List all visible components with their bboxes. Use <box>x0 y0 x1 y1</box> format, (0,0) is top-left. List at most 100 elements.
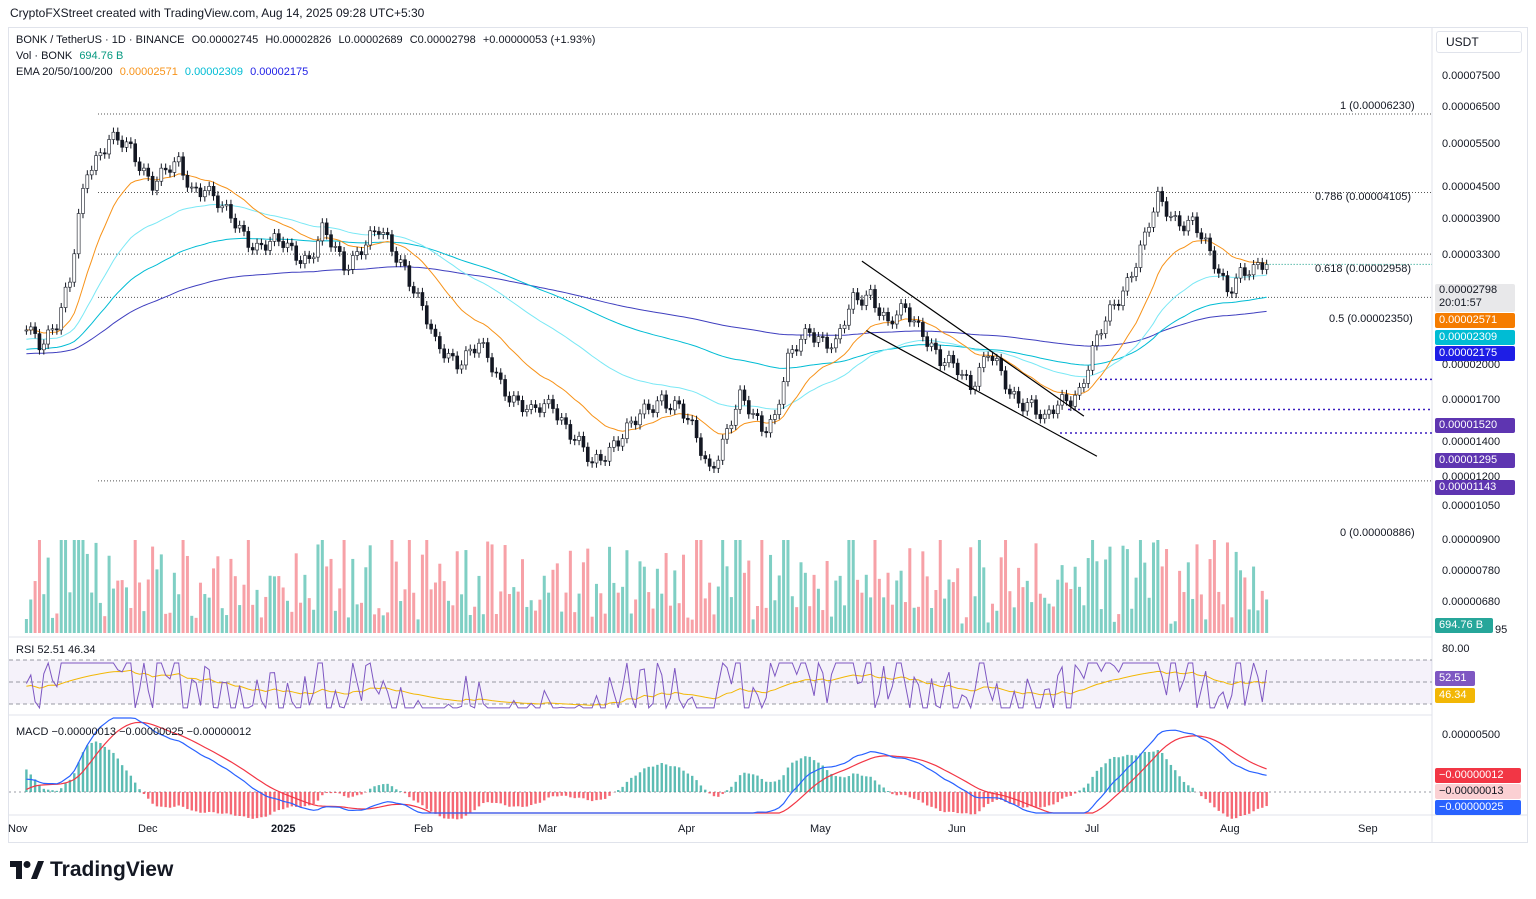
x-axis-label: Aug <box>1220 823 1240 835</box>
macd-histogram-bar <box>873 780 877 792</box>
volume-bar <box>129 607 133 633</box>
macd-histogram-bar <box>221 792 224 814</box>
volume-bar <box>686 617 690 633</box>
volume-bar <box>111 588 115 633</box>
candle-body <box>298 260 303 264</box>
candle-body <box>329 234 333 248</box>
volume-bar <box>442 581 446 633</box>
currency-button[interactable]: USDT <box>1436 31 1522 53</box>
macd-histogram-bar <box>686 773 690 792</box>
candle-body <box>390 234 394 252</box>
macd-histogram-bar <box>1030 792 1033 807</box>
y-axis-label: 0.00003900 <box>1442 213 1501 225</box>
volume-bar <box>751 619 755 633</box>
ema100-line <box>26 237 1267 369</box>
volume-bar <box>1243 577 1247 633</box>
y-axis-label: 0.00000780 <box>1442 565 1501 577</box>
volume-bar <box>660 593 664 633</box>
candle-body <box>803 328 808 340</box>
last-price-tag: 0.00002798 20:01:57 <box>1435 284 1515 312</box>
candle-body <box>1256 262 1260 265</box>
candle-body <box>511 395 516 403</box>
macd-histogram-bar <box>329 792 333 794</box>
volume-bar <box>769 554 773 633</box>
volume-bar <box>151 546 155 633</box>
macd-histogram-bar <box>1217 792 1220 811</box>
macd-histogram-bar <box>147 792 150 799</box>
candle-body <box>490 357 494 373</box>
candle-body <box>181 156 185 176</box>
volume-bar <box>917 606 921 633</box>
volume-bar <box>481 614 485 633</box>
macd-histogram-bar <box>712 792 716 797</box>
volume-bar <box>869 597 873 633</box>
volume-bar <box>220 608 224 633</box>
macd-histogram-bar <box>603 792 607 799</box>
volume-bar <box>333 610 337 633</box>
macd-histogram-bar <box>94 741 98 792</box>
macd-histogram-bar <box>199 792 202 813</box>
volume-bar <box>181 540 185 633</box>
y-axis-label: 0.00000900 <box>1442 534 1501 546</box>
candle-body <box>642 403 647 415</box>
tradingview-logo[interactable]: TradingView <box>10 858 173 882</box>
volume-bar <box>938 540 942 633</box>
macd-histogram-bar <box>303 792 307 807</box>
volume-bar <box>399 601 403 633</box>
macd-histogram-bar <box>595 792 598 801</box>
candle-body <box>398 259 403 263</box>
volume-bar <box>990 603 994 633</box>
macd-histogram-bar <box>242 792 246 817</box>
candle-body <box>894 314 899 325</box>
candle-body <box>725 428 729 440</box>
volume-bar <box>1073 566 1077 633</box>
candle-body <box>921 322 925 337</box>
volume-bar <box>599 593 603 633</box>
brand-name: TradingView <box>50 858 174 881</box>
candle-body <box>498 372 503 380</box>
macd-histogram-bar <box>51 790 54 792</box>
macd-histogram-bar <box>438 792 442 817</box>
volume-bar <box>803 572 807 633</box>
macd-histogram-bar <box>508 792 511 807</box>
candle-body <box>546 399 551 405</box>
candle-body <box>673 400 677 411</box>
macd-histogram-bar <box>1165 759 1168 792</box>
macd-histogram-bar <box>617 790 620 792</box>
candle-body <box>1082 383 1086 388</box>
volume-bar <box>203 594 207 633</box>
volume-bar <box>621 586 625 633</box>
candle-body <box>1021 402 1025 412</box>
ema200-tag: 0.00002175 <box>1435 346 1515 361</box>
macd-histogram-bar <box>978 792 981 812</box>
candle-body <box>394 251 399 263</box>
candle-body <box>625 422 629 439</box>
candle-body <box>951 355 956 364</box>
candle-body <box>455 355 460 370</box>
candle-body <box>494 371 499 374</box>
candle-body <box>1029 399 1034 403</box>
candle-body <box>68 281 72 288</box>
channel-lower-line <box>865 330 1098 457</box>
candle-body <box>942 362 947 366</box>
candle-body <box>1264 264 1269 270</box>
volume-bar <box>407 540 411 633</box>
candle-body <box>864 294 869 306</box>
volume-bar <box>1160 566 1164 633</box>
volume-bar <box>1012 607 1016 633</box>
volume-bar <box>1056 579 1060 633</box>
candle-body <box>416 292 420 294</box>
macd-histogram-bar <box>86 745 89 792</box>
macd-histogram-bar <box>1013 792 1016 805</box>
macd-histogram-bar <box>495 792 498 803</box>
fib-label-0: 0 (0.00000886) <box>1340 527 1415 539</box>
macd-histogram-bar <box>865 776 868 792</box>
candle-body <box>507 395 512 403</box>
candle-body <box>290 242 294 247</box>
volume-bar <box>103 616 107 633</box>
macd-histogram-bar <box>647 766 650 792</box>
macd-histogram-bar <box>586 792 589 801</box>
legend-ema-line: EMA 20/50/100/200 0.00002571 0.00002309 … <box>16 66 312 78</box>
macd-histogram-bar <box>316 792 320 801</box>
